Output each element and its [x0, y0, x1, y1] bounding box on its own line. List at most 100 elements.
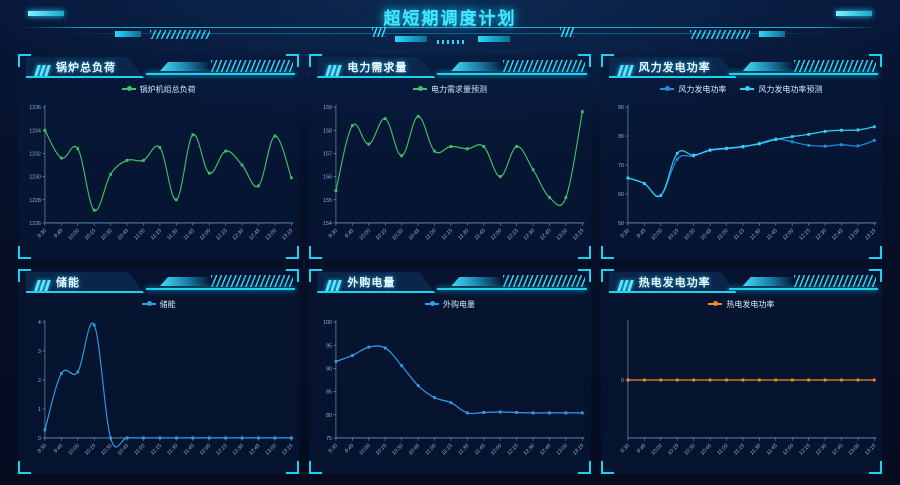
- legend-label: 热电发电功率: [726, 299, 775, 309]
- hatch-deco-left-icon: [150, 30, 210, 39]
- data-point: [790, 378, 794, 382]
- x-axis-label: 11:45: [765, 228, 778, 242]
- x-axis-label: 11:00: [716, 443, 729, 457]
- x-axis-label: 13:00: [847, 228, 860, 242]
- chart-plot-area: 09:30 9:45 10:00 10:15 10:30 10:45 11:00 11:15 1…: [619, 319, 877, 457]
- data-point: [499, 410, 502, 414]
- legend-item[interactable]: 储能: [141, 299, 176, 310]
- legend-label: 储能: [159, 299, 176, 309]
- panel-header-deco: [146, 59, 296, 75]
- gradient-bar-deco: [451, 277, 501, 286]
- legend-label: 电力需求量预测: [430, 84, 487, 94]
- legend-item[interactable]: 电力需求量预测: [412, 84, 487, 95]
- data-point: [532, 168, 535, 172]
- x-axis-label: 12:30: [523, 228, 536, 242]
- legend-label: 风力发电功率: [678, 84, 727, 94]
- data-point: [482, 144, 486, 148]
- data-point: [659, 378, 662, 382]
- panel-header-deco: [437, 274, 587, 290]
- x-axis-label: 12:00: [490, 228, 503, 242]
- slashes-icon: [327, 280, 343, 291]
- legend-item[interactable]: 锅炉机组总负荷: [121, 84, 196, 95]
- panel-header-underline: [146, 288, 296, 290]
- x-axis-label: 9:30: [328, 228, 339, 240]
- header-chip-left: [28, 11, 64, 16]
- data-point: [774, 378, 777, 382]
- x-axis-label: 11:45: [183, 228, 196, 242]
- x-axis-label: 12:30: [814, 443, 827, 457]
- panel-header-deco: [437, 59, 587, 75]
- x-axis-label: 10:15: [375, 443, 388, 457]
- x-axis-label: 12:00: [199, 443, 212, 457]
- hatch-stripes-icon: [794, 60, 876, 72]
- data-point: [807, 378, 810, 382]
- x-axis-label: 13:15: [864, 443, 877, 457]
- chart-container: 0 9:30 9:45 10:00 10:15 10:30 10:45 11:00 11:15 1…: [601, 313, 882, 472]
- data-point: [273, 134, 277, 138]
- x-axis-label: 9:45: [344, 228, 355, 240]
- y-axis-label: 4: [38, 320, 41, 326]
- data-point: [659, 193, 662, 197]
- legend-item[interactable]: 外购电量: [424, 299, 475, 310]
- legend-marker-icon: [708, 301, 723, 306]
- data-point: [581, 110, 584, 114]
- x-axis-label: 12:15: [798, 443, 811, 457]
- y-axis-label: 154: [324, 221, 333, 227]
- legend-marker-icon: [740, 86, 755, 91]
- panel-purchased-power: 外购电量 外购电量 75 80 85 90 95 100 9:30 9:45 10:00 10:15 1…: [309, 269, 591, 474]
- gradient-bar-deco: [451, 62, 501, 71]
- x-axis-label: 12:30: [232, 228, 245, 242]
- y-axis-label: 60: [618, 192, 624, 198]
- slashes-icon: [36, 280, 52, 291]
- y-axis-label: 1228: [29, 198, 41, 204]
- series-2: [626, 125, 876, 198]
- x-axis-label: 11:30: [166, 228, 179, 242]
- x-axis-label: 12:45: [248, 443, 261, 457]
- data-point: [807, 143, 810, 147]
- header-accent-bar-4: [759, 31, 785, 37]
- legend-item[interactable]: 热电发电功率: [708, 299, 774, 310]
- chart-container: 1226 1228 1230 1232 1234 1236 9:30 9:45 10:00 10:…: [18, 98, 299, 257]
- data-point: [158, 436, 162, 440]
- legend-item[interactable]: 风力发电功率: [660, 84, 726, 95]
- gradient-bar-deco: [160, 277, 210, 286]
- y-axis-label: 158: [324, 128, 333, 134]
- panel-header-deco: [146, 274, 296, 290]
- panel-title: 储能: [56, 276, 80, 289]
- panel-header: 储能: [18, 269, 299, 295]
- data-point: [757, 142, 761, 146]
- header-accent-bar-1: [115, 31, 141, 37]
- x-axis-label: 10:30: [683, 443, 696, 457]
- data-point: [839, 378, 843, 382]
- header-notch-left-icon: [372, 27, 386, 37]
- x-axis-label: 12:00: [199, 228, 212, 242]
- y-axis-label: 1226: [29, 221, 41, 227]
- x-axis-label: 10:30: [392, 228, 405, 242]
- slashes-icon: [619, 280, 635, 291]
- panel-thermal-power: 热电发电功率 热电发电功率 0 9:30 9:45 10:00 10:15 10:30 10:4…: [600, 269, 882, 474]
- x-axis-label: 11:45: [474, 443, 487, 457]
- x-axis-label: 10:45: [117, 228, 130, 242]
- data-point: [839, 128, 843, 132]
- x-axis-label: 11:30: [458, 443, 471, 457]
- data-point: [125, 158, 129, 162]
- panel-title-tab: 外购电量: [317, 272, 435, 293]
- legend-label: 风力发电功率预测: [758, 84, 823, 94]
- y-axis-label: 1232: [29, 151, 41, 157]
- x-axis-label: 11:45: [183, 443, 196, 457]
- data-point: [334, 189, 338, 192]
- data-point: [43, 128, 47, 132]
- legend-item[interactable]: 风力发电功率预测: [740, 84, 822, 95]
- x-axis-label: 11:00: [134, 228, 147, 242]
- data-point: [224, 149, 227, 153]
- x-axis-label: 13:15: [572, 228, 585, 242]
- x-axis-label: 10:15: [667, 228, 680, 242]
- data-point: [109, 436, 112, 440]
- chart-legend: 外购电量: [309, 295, 590, 313]
- y-axis-label: 90: [327, 366, 333, 372]
- y-axis-label: 3: [38, 349, 41, 355]
- data-point: [92, 208, 96, 212]
- x-axis-label: 12:15: [507, 228, 520, 242]
- y-axis-label: 157: [324, 151, 333, 157]
